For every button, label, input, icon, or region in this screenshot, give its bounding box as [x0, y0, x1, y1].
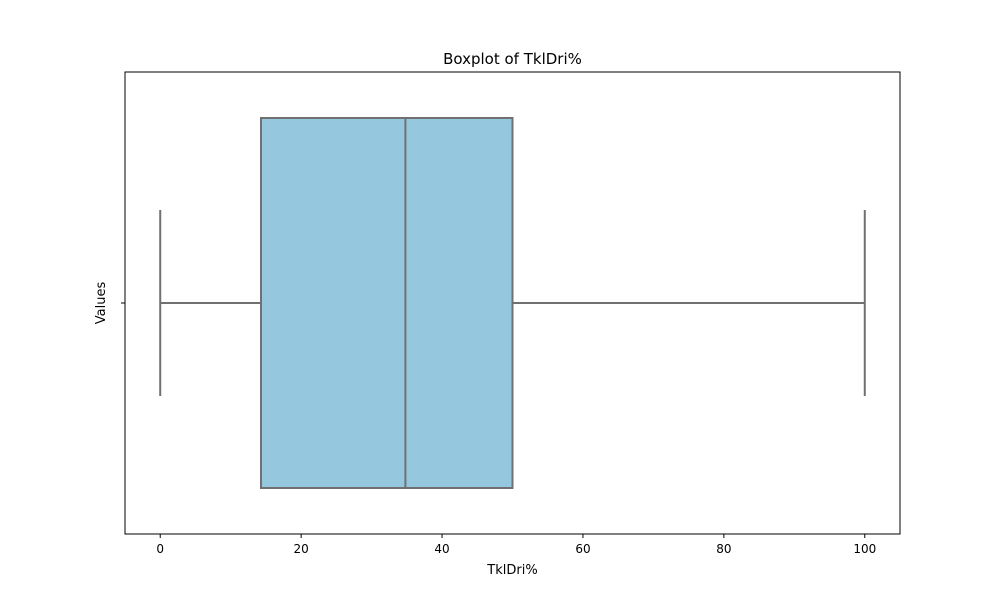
x-tick-label: 80 — [716, 542, 731, 556]
x-axis: 0 20 40 60 80 100 — [156, 534, 876, 556]
iqr-box — [259, 117, 514, 489]
x-tick-label: 0 — [156, 542, 164, 556]
x-tick-label: 100 — [853, 542, 876, 556]
box-marks — [159, 117, 866, 489]
y-axis-label: Values — [94, 282, 109, 325]
x-tick-label: 20 — [293, 542, 308, 556]
x-tick-label: 60 — [575, 542, 590, 556]
x-axis-label: TklDri% — [486, 563, 537, 578]
x-tick-label: 40 — [434, 542, 449, 556]
chart-title: Boxplot of TklDri% — [443, 50, 582, 68]
